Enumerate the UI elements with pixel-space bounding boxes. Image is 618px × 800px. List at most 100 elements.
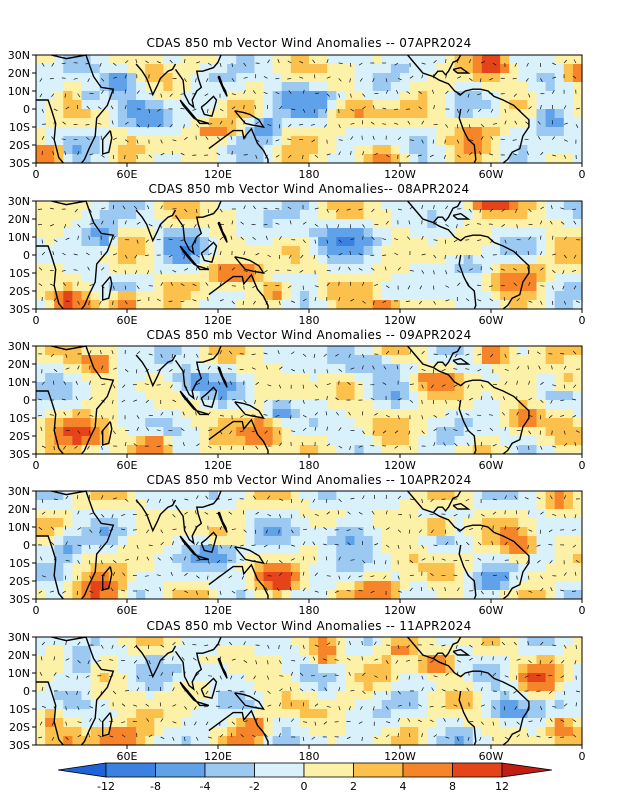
anomaly-cell <box>381 246 392 256</box>
anomaly-cell <box>227 210 237 220</box>
anomaly-cell <box>108 590 119 600</box>
anomaly-cell <box>90 509 101 519</box>
anomaly-cell <box>245 154 255 164</box>
anomaly-cell <box>572 127 583 137</box>
anomaly-cell <box>99 391 110 401</box>
wind-vector <box>219 414 224 417</box>
anomaly-cell <box>236 154 246 164</box>
anomaly-cell <box>227 391 237 401</box>
anomaly-cell <box>518 291 528 301</box>
wind-vector <box>408 430 411 435</box>
anomaly-cell <box>154 637 164 647</box>
anomaly-cell <box>36 154 46 164</box>
anomaly-cell <box>254 91 265 101</box>
anomaly-cell <box>54 718 64 728</box>
wind-vector <box>100 495 104 500</box>
anomaly-cell <box>90 646 101 656</box>
anomaly-cell <box>108 418 119 428</box>
anomaly-cell <box>400 655 410 665</box>
anomaly-cell <box>400 64 410 74</box>
wind-vector <box>514 62 518 67</box>
anomaly-cell <box>136 382 146 392</box>
wind-vector <box>207 296 209 302</box>
wind-vector <box>489 298 494 302</box>
anomaly-cell <box>45 436 55 446</box>
wind-vector <box>217 380 221 385</box>
wind-vector <box>573 384 577 388</box>
anomaly-cell <box>481 500 492 510</box>
anomaly-cell <box>472 246 483 256</box>
anomaly-cell <box>127 709 137 719</box>
anomaly-cell <box>536 291 547 301</box>
anomaly-cell <box>299 373 310 383</box>
coastline <box>234 401 265 419</box>
anomaly-cell <box>254 436 265 446</box>
anomaly-cell <box>336 637 346 647</box>
anomaly-cell <box>445 572 456 582</box>
anomaly-cell <box>500 210 510 220</box>
anomaly-cell <box>318 273 328 283</box>
anomaly-cell <box>491 700 501 710</box>
anomaly-cell <box>254 691 265 701</box>
anomaly-cell <box>500 201 510 211</box>
anomaly-cell <box>436 418 447 428</box>
anomaly-cell <box>299 127 310 137</box>
wind-vector <box>455 254 458 259</box>
anomaly-cell <box>208 436 219 446</box>
wind-vector <box>524 138 529 141</box>
x-tick-label: 180 <box>299 314 320 327</box>
anomaly-cell <box>554 418 565 428</box>
x-tick-label: 60W <box>479 604 504 617</box>
anomaly-cell <box>454 136 465 146</box>
y-tick-label: 20S <box>9 139 30 152</box>
wind-vector <box>74 445 78 449</box>
anomaly-cell <box>336 145 346 155</box>
anomaly-cell <box>45 373 55 383</box>
anomaly-cell <box>154 237 164 247</box>
anomaly-cell <box>309 127 319 137</box>
anomaly-cell <box>81 418 92 428</box>
anomaly-cell <box>509 691 519 701</box>
y-tick-label: 20S <box>9 575 30 588</box>
anomaly-cell <box>172 572 183 582</box>
anomaly-cell <box>527 709 538 719</box>
anomaly-cell <box>390 709 401 719</box>
anomaly-cell <box>390 572 401 582</box>
anomaly-cell <box>491 346 501 356</box>
anomaly-cell <box>99 73 110 83</box>
anomaly-cell <box>154 545 164 555</box>
wind-vector <box>528 575 530 580</box>
anomaly-cell <box>381 518 392 528</box>
wind-vector <box>207 445 212 449</box>
x-tick-label: 60W <box>479 314 504 327</box>
wind-vector <box>243 399 247 404</box>
anomaly-cell <box>299 282 310 292</box>
anomaly-cell <box>117 509 128 519</box>
anomaly-cell <box>72 91 83 101</box>
anomaly-cell <box>327 637 337 647</box>
anomaly-cell <box>117 500 128 510</box>
wind-vector <box>267 495 271 500</box>
anomaly-cell <box>154 727 164 737</box>
anomaly-cell <box>263 391 274 401</box>
anomaly-cell <box>245 682 255 692</box>
anomaly-cell <box>54 700 64 710</box>
wind-vector <box>445 224 449 227</box>
anomaly-cell <box>281 527 292 537</box>
anomaly-cell <box>163 527 174 537</box>
anomaly-cell <box>299 646 310 656</box>
anomaly-cell <box>363 436 374 446</box>
anomaly-cell <box>527 536 538 546</box>
wind-vector <box>168 444 173 447</box>
anomaly-cell <box>318 491 328 501</box>
anomaly-cell <box>72 409 83 419</box>
anomaly-cell <box>54 518 64 528</box>
anomaly-cell <box>263 509 274 519</box>
anomaly-cell <box>290 673 301 683</box>
wind-vector <box>466 108 470 113</box>
coastline <box>179 99 198 121</box>
anomaly-cell <box>527 382 538 392</box>
wind-vector <box>528 281 531 286</box>
anomaly-cell <box>81 563 92 573</box>
anomaly-cell <box>463 527 474 537</box>
